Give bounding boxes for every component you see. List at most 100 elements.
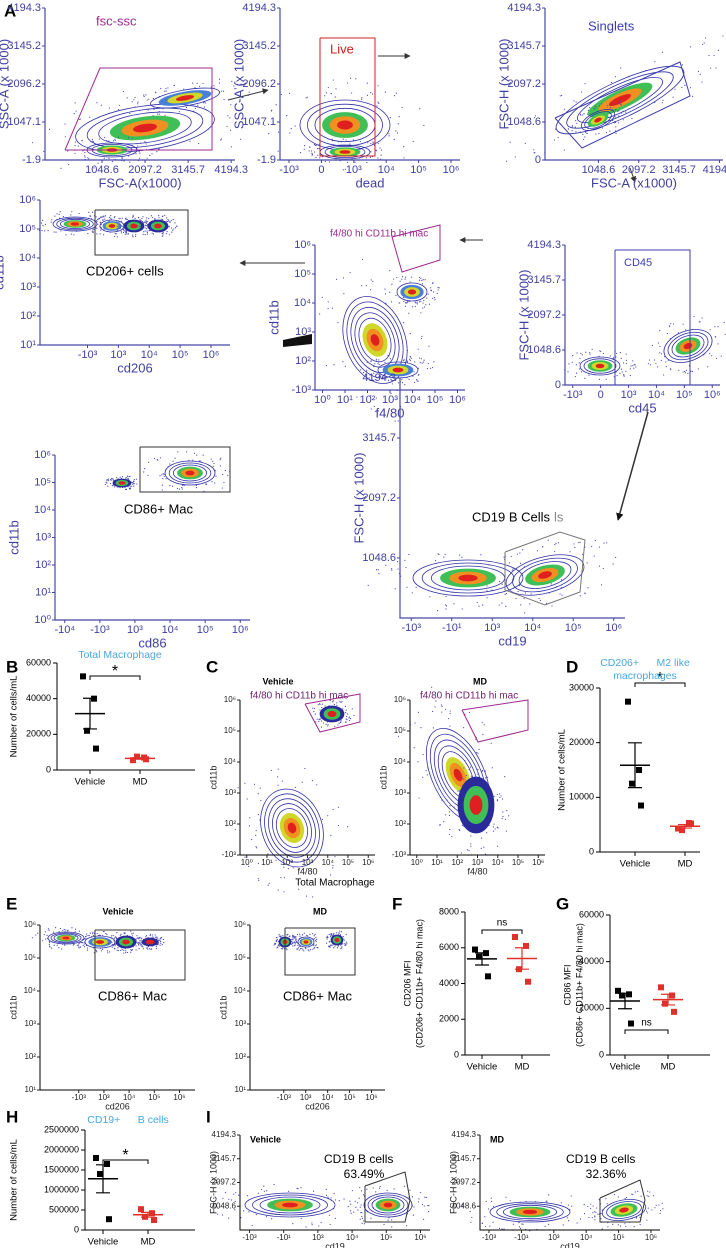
data-point [476, 953, 482, 960]
x-tick-label: 10⁵ [197, 624, 214, 636]
event-dot [632, 360, 634, 362]
event-dot [360, 1204, 362, 1206]
event-dot [156, 458, 158, 461]
event-dot [548, 1223, 550, 1226]
event-dot [108, 140, 110, 142]
event-dot [401, 278, 403, 280]
contour [53, 933, 79, 943]
event-dot [290, 127, 292, 130]
event-dot [576, 122, 578, 124]
event-dot [373, 142, 375, 144]
event-dot [106, 139, 108, 142]
event-dot [144, 468, 146, 470]
event-dot [291, 938, 293, 940]
event-dot [572, 355, 574, 357]
contour [412, 559, 524, 597]
event-dot [406, 302, 408, 304]
event-dot [107, 478, 110, 480]
x-tick-label: 10⁴ [524, 622, 541, 634]
event-dot [697, 70, 700, 73]
event-dot [136, 938, 138, 940]
event-dot [461, 608, 463, 610]
event-dot [648, 359, 651, 361]
event-dot [406, 361, 409, 363]
event-dot [422, 1218, 425, 1220]
event-dot [307, 949, 309, 951]
event-dot [504, 818, 507, 820]
event-dot [573, 100, 575, 102]
event-dot [336, 704, 338, 706]
event-dot [139, 142, 142, 144]
event-dot [316, 144, 318, 146]
event-dot [653, 359, 656, 361]
event-dot [164, 114, 166, 117]
event-dot [501, 602, 503, 604]
event-dot [620, 112, 622, 114]
event-dot [109, 940, 111, 942]
event-dot [449, 805, 451, 807]
event-dot [615, 132, 617, 134]
event-dot [161, 215, 164, 218]
event-dot [70, 214, 72, 216]
event-dot [140, 938, 143, 940]
y-axis-label: (CD86+ CD11b+ F4/80 hi mac) [574, 923, 584, 1047]
event-dot [406, 586, 408, 588]
event-dot [629, 374, 631, 377]
event-dot [476, 601, 478, 604]
event-dot [330, 93, 332, 95]
event-dot [395, 92, 397, 94]
event-dot [397, 123, 399, 125]
event-dot [406, 360, 408, 362]
event-dot [99, 221, 101, 223]
gate-label: CD19 B cells [324, 1152, 393, 1166]
event-dot [313, 1190, 315, 1192]
event-dot [54, 215, 56, 217]
contour [367, 1194, 409, 1216]
event-dot [496, 826, 499, 828]
event-dot [615, 126, 617, 128]
event-dot [458, 790, 460, 792]
event-dot [410, 276, 413, 278]
event-dot [97, 218, 100, 220]
event-dot [511, 569, 513, 571]
event-dot [315, 721, 317, 723]
x-tick-label: 10⁴ [404, 394, 421, 406]
y-tick-label: 10¹ [20, 339, 36, 351]
event-dot [295, 940, 297, 942]
x-tick-label: 0 [318, 164, 324, 176]
event-dot [89, 932, 92, 934]
contour [62, 936, 70, 940]
event-dot [630, 365, 632, 367]
x-tick-label: 0 [598, 389, 604, 401]
event-dot [448, 814, 451, 817]
event-dot [337, 945, 340, 947]
event-dot [401, 276, 404, 278]
event-dot [114, 138, 116, 140]
event-dot [434, 706, 436, 708]
event-dot [118, 109, 120, 111]
event-dot [102, 219, 104, 221]
event-dot [306, 934, 308, 937]
x-tick-label: -10³ [401, 622, 421, 634]
contour [502, 1204, 558, 1220]
event-dot [103, 157, 105, 159]
event-dot [491, 589, 493, 591]
y-tick-label: 4194.3 [242, 2, 276, 14]
x-tick-label: MD [515, 1062, 530, 1073]
contour [108, 224, 116, 228]
contour [583, 358, 617, 374]
contour [275, 808, 309, 848]
event-dot [48, 945, 51, 947]
event-dot [325, 1194, 328, 1196]
sample-label: MD [473, 676, 487, 686]
event-dot [71, 211, 73, 213]
y-tick-label: -10³ [222, 850, 237, 859]
event-dot [319, 313, 321, 315]
event-dot [619, 372, 621, 374]
event-dot [575, 101, 577, 103]
event-dot [378, 359, 380, 361]
contour [56, 217, 94, 231]
data-point [472, 946, 478, 953]
event-dot [659, 345, 661, 347]
